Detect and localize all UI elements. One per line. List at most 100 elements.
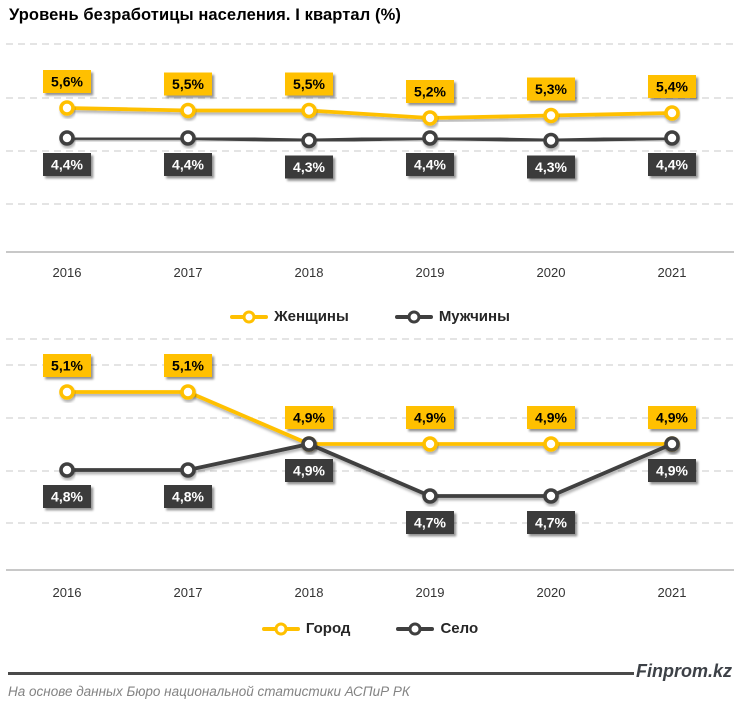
data-label-village: 4,8%: [51, 489, 83, 505]
data-label-men: 4,4%: [414, 157, 446, 173]
data-label-box-city: [648, 406, 696, 429]
x-tick-label: 2018: [295, 585, 324, 600]
data-label-village: 4,9%: [293, 463, 325, 479]
data-point-marker-women: [301, 102, 317, 119]
data-label-box-village: [648, 459, 696, 482]
data-label-village: 4,7%: [535, 515, 567, 531]
legend-label-women: Женщины: [274, 308, 349, 325]
legend-label-men: Мужчины: [438, 308, 510, 325]
data-label-box-city: [406, 406, 454, 429]
data-label-box-men: [164, 153, 212, 176]
legend-item-men: Мужчины: [394, 308, 510, 325]
data-point-marker-women: [422, 110, 438, 126]
x-tick-label: 2017: [174, 265, 203, 280]
data-label-box-women: [285, 72, 333, 96]
legend-line-marker-icon: [396, 622, 435, 636]
data-label-men: 4,4%: [656, 157, 688, 173]
data-label-city: 4,9%: [293, 410, 325, 426]
x-tick-label: 2016: [53, 585, 82, 600]
legend-line-marker-icon: [394, 310, 433, 324]
data-label-city: 5,1%: [51, 358, 83, 374]
data-point-marker-city: [180, 384, 196, 400]
data-label-box-men: [648, 153, 696, 176]
legend-line-marker-icon: [261, 622, 300, 636]
data-label-box-city: [164, 354, 212, 377]
legend-item-women: Женщины: [230, 308, 349, 325]
data-label-women: 5,5%: [172, 76, 204, 92]
data-label-box-village: [406, 511, 454, 534]
data-label-city: 4,9%: [414, 410, 446, 426]
x-tick-label: 2018: [295, 265, 324, 280]
data-point-marker-women: [543, 107, 559, 124]
data-point-marker-city: [543, 436, 559, 452]
data-label-village: 4,9%: [656, 463, 688, 479]
x-tick-label: 2017: [174, 585, 203, 600]
data-label-box-men: [527, 155, 575, 179]
data-label-box-city: [285, 406, 333, 429]
data-point-marker-city: [59, 384, 75, 400]
footer-divider: [8, 672, 634, 675]
x-tick-label: 2021: [658, 585, 687, 600]
data-point-marker-city: [422, 436, 438, 452]
data-point-marker-women: [59, 100, 75, 116]
data-point-marker-men: [180, 130, 196, 146]
data-label-box-women: [406, 80, 454, 103]
data-label-women: 5,4%: [656, 79, 688, 95]
data-label-box-city: [43, 354, 91, 377]
data-label-box-men: [285, 155, 333, 179]
data-label-box-men: [406, 153, 454, 176]
data-point-marker-women: [664, 105, 680, 121]
chart-group-1: 2016 2017 2018 2019 2020 2021 5,1% 5,1% 4,9% 4,9%…: [6, 338, 734, 600]
data-label-box-village: [285, 459, 333, 482]
series-line-women: [65, 106, 674, 120]
legend-label-village: Село: [440, 620, 479, 637]
data-label-village: 4,7%: [414, 515, 446, 531]
data-label-box-women: [164, 72, 212, 96]
data-point-marker-men: [59, 130, 75, 146]
footer: Finprom.kz: [8, 661, 732, 682]
data-label-box-women: [527, 77, 575, 101]
x-tick-label: 2020: [537, 265, 566, 280]
x-tick-label: 2021: [658, 265, 687, 280]
data-label-women: 5,6%: [51, 74, 83, 90]
legend-bottom-chart: Город Село: [0, 620, 740, 637]
source-note: На основе данных Бюро национальной стати…: [8, 684, 410, 699]
data-label-men: 4,3%: [293, 159, 325, 175]
data-point-marker-men: [301, 132, 317, 149]
data-label-box-women: [43, 70, 91, 93]
data-label-women: 5,5%: [293, 76, 325, 92]
data-label-box-village: [164, 485, 212, 508]
data-label-men: 4,4%: [51, 157, 83, 173]
x-tick-label: 2019: [416, 585, 445, 600]
data-point-marker-village: [301, 436, 317, 452]
legend-line-marker-icon: [230, 310, 269, 324]
legend-item-village: Село: [396, 620, 478, 637]
data-label-men: 4,4%: [172, 157, 204, 173]
data-label-box-village: [43, 485, 91, 508]
data-label-box-city: [527, 406, 575, 429]
legend-label-city: Город: [305, 620, 351, 637]
x-tick-label: 2016: [53, 265, 82, 280]
legend-top-chart: Женщины Мужчины: [0, 308, 740, 325]
data-label-men: 4,3%: [535, 159, 567, 175]
data-point-marker-village: [422, 488, 438, 504]
data-label-city: 5,1%: [172, 358, 204, 374]
data-point-marker-men: [543, 132, 559, 149]
series-line-village: [65, 442, 674, 498]
data-label-box-village: [527, 511, 575, 534]
data-point-marker-women: [180, 102, 196, 119]
series-line-men: [65, 136, 674, 143]
x-tick-label: 2020: [537, 585, 566, 600]
data-point-marker-men: [422, 130, 438, 146]
data-label-women: 5,3%: [535, 81, 567, 97]
data-point-marker-village: [664, 436, 680, 452]
x-tick-label: 2019: [416, 265, 445, 280]
data-point-marker-village: [59, 462, 75, 478]
brand-logo: Finprom.kz: [635, 661, 732, 681]
page-title: Уровень безработицы населения. I квартал…: [9, 6, 401, 24]
data-point-marker-village: [543, 488, 559, 504]
data-label-box-men: [43, 153, 91, 176]
data-label-city: 4,9%: [535, 410, 567, 426]
